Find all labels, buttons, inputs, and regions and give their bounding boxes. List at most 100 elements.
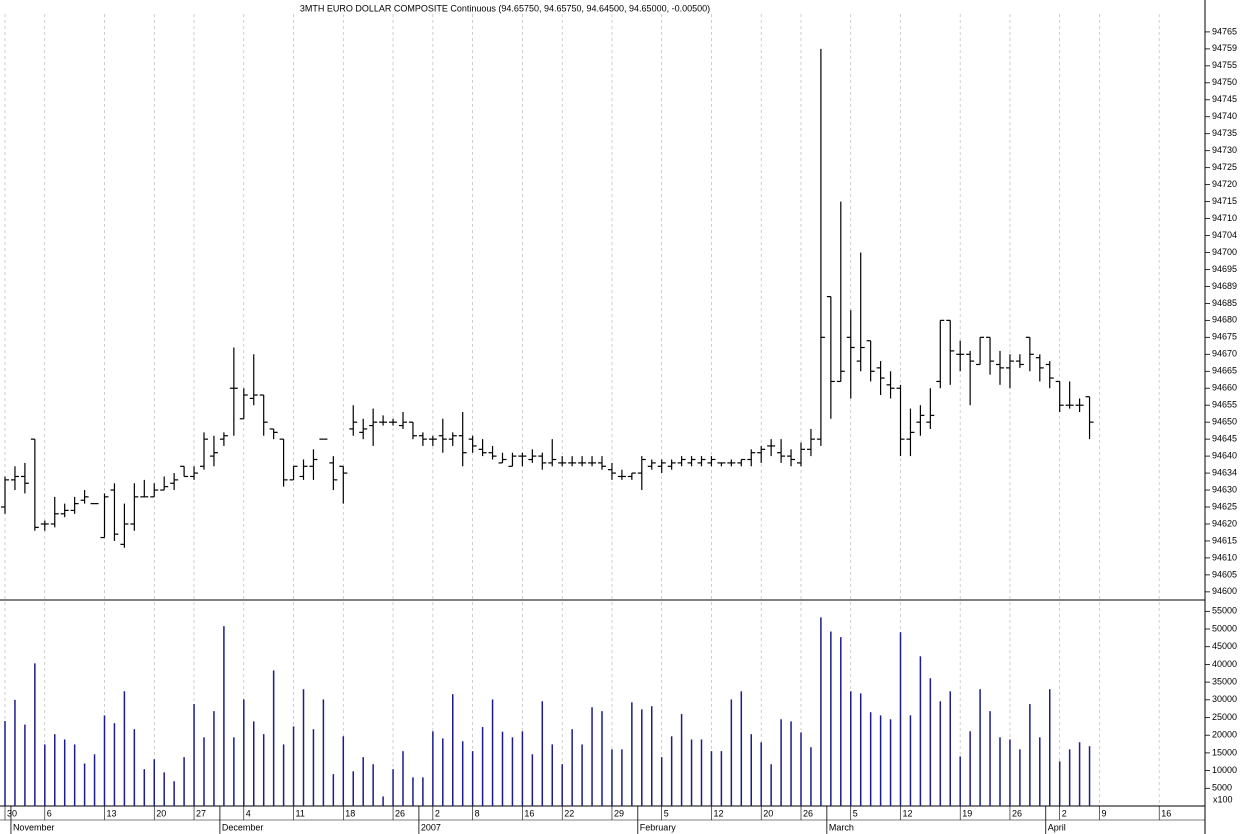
volume-bar bbox=[561, 764, 563, 806]
x-tick-label: 26 bbox=[1012, 808, 1022, 818]
volume-bar bbox=[193, 704, 195, 806]
volume-bar bbox=[1039, 737, 1041, 806]
volume-bar bbox=[501, 731, 504, 806]
volume-bar bbox=[999, 737, 1001, 806]
y-tick-label: 5000 bbox=[1212, 783, 1232, 793]
volume-bar bbox=[322, 699, 325, 806]
volume-bar bbox=[422, 777, 424, 806]
volume-bar bbox=[1058, 761, 1061, 806]
y-tick-label: 94625 bbox=[1212, 501, 1237, 511]
volume-bar bbox=[332, 774, 335, 806]
y-tick-label: 94665 bbox=[1212, 366, 1237, 376]
volume-bar bbox=[760, 742, 762, 806]
volume-bar bbox=[810, 747, 812, 806]
x-tick-label: 8 bbox=[475, 808, 480, 818]
x-tick-label: 4 bbox=[246, 808, 251, 818]
volume-bar bbox=[292, 726, 295, 806]
volume-bar bbox=[750, 734, 752, 806]
volume-bar bbox=[611, 749, 613, 806]
x-tick-label: 16 bbox=[1161, 808, 1171, 818]
volume-bar bbox=[1068, 749, 1071, 806]
x-tick-label: 20 bbox=[763, 808, 773, 818]
volume-bar bbox=[143, 769, 146, 806]
volume-bar bbox=[243, 699, 245, 806]
volume-bar bbox=[700, 739, 703, 806]
volume-bar bbox=[710, 751, 713, 806]
volume-bar bbox=[133, 729, 136, 806]
volume-bar bbox=[73, 744, 76, 806]
volume-bar bbox=[63, 739, 66, 806]
volume-bar bbox=[1029, 704, 1031, 806]
volume-bar bbox=[969, 731, 971, 806]
volume-bar bbox=[412, 777, 414, 806]
y-tick-label: 94634 bbox=[1212, 467, 1237, 477]
volume-unit-label: x100 bbox=[1213, 794, 1233, 804]
volume-bar bbox=[481, 727, 484, 806]
y-tick-label: 94730 bbox=[1212, 145, 1237, 155]
y-tick-label: 94660 bbox=[1212, 383, 1237, 393]
y-tick-label: 55000 bbox=[1212, 606, 1237, 616]
x-tick-label: 27 bbox=[196, 808, 206, 818]
volume-bar bbox=[959, 756, 961, 806]
volume-bar bbox=[342, 736, 345, 806]
month-label: December bbox=[222, 822, 264, 832]
volume-bar bbox=[571, 729, 573, 806]
x-tick-label: 6 bbox=[47, 808, 52, 818]
x-tick-label: 9 bbox=[1102, 808, 1107, 818]
x-tick-label: 26 bbox=[803, 808, 813, 818]
volume-bar bbox=[442, 738, 444, 806]
volume-bar bbox=[213, 711, 215, 806]
volume-bar bbox=[103, 715, 106, 806]
volume-bar bbox=[730, 699, 733, 806]
volume-bar bbox=[223, 626, 225, 806]
volume-bar bbox=[302, 689, 305, 806]
volume-bar bbox=[253, 721, 255, 806]
volume-bar bbox=[889, 719, 892, 806]
y-tick-label: 35000 bbox=[1212, 676, 1237, 686]
volume-bar bbox=[83, 763, 86, 806]
y-tick-label: 94655 bbox=[1212, 400, 1237, 410]
volume-bar bbox=[909, 715, 912, 806]
month-label: 2007 bbox=[421, 822, 441, 832]
volume-bar bbox=[1078, 742, 1081, 806]
volume-bar bbox=[939, 701, 942, 806]
x-tick-label: 13 bbox=[107, 808, 117, 818]
volume-bar bbox=[770, 764, 772, 806]
volume-bar bbox=[521, 731, 524, 806]
month-label: March bbox=[829, 822, 854, 832]
y-tick-label: 94600 bbox=[1212, 586, 1237, 596]
volume-bar bbox=[402, 751, 404, 806]
volume-bar bbox=[183, 757, 185, 806]
x-tick-label: 5 bbox=[853, 808, 858, 818]
volume-bar bbox=[203, 737, 205, 806]
x-tick-label: 12 bbox=[713, 808, 723, 818]
y-tick-label: 94695 bbox=[1212, 264, 1237, 274]
x-tick-label: 26 bbox=[395, 808, 405, 818]
y-tick-label: 94755 bbox=[1212, 60, 1237, 70]
volume-bar bbox=[173, 781, 175, 806]
y-tick-label: 94670 bbox=[1212, 349, 1237, 359]
volume-bar bbox=[541, 701, 544, 806]
y-tick-label: 94605 bbox=[1212, 569, 1237, 579]
volume-bar bbox=[531, 754, 534, 806]
volume-bar bbox=[233, 737, 235, 806]
volume-bar bbox=[282, 744, 285, 806]
volume-bar bbox=[432, 731, 434, 806]
volume-bar bbox=[551, 744, 553, 806]
volume-bar bbox=[382, 796, 384, 806]
x-tick-label: 29 bbox=[614, 808, 624, 818]
volume-bar bbox=[1088, 746, 1091, 806]
y-tick-label: 45000 bbox=[1212, 641, 1237, 651]
y-tick-label: 15000 bbox=[1212, 747, 1237, 757]
x-tick-label: 5 bbox=[664, 808, 669, 818]
y-tick-label: 94765 bbox=[1212, 26, 1237, 36]
volume-bar bbox=[1019, 749, 1021, 806]
y-tick-label: 94704 bbox=[1212, 230, 1237, 240]
volume-bar bbox=[670, 736, 673, 806]
y-tick-label: 94700 bbox=[1212, 247, 1237, 257]
volume-bar bbox=[262, 734, 265, 806]
volume-bar bbox=[14, 699, 16, 806]
y-tick-label: 94715 bbox=[1212, 196, 1237, 206]
